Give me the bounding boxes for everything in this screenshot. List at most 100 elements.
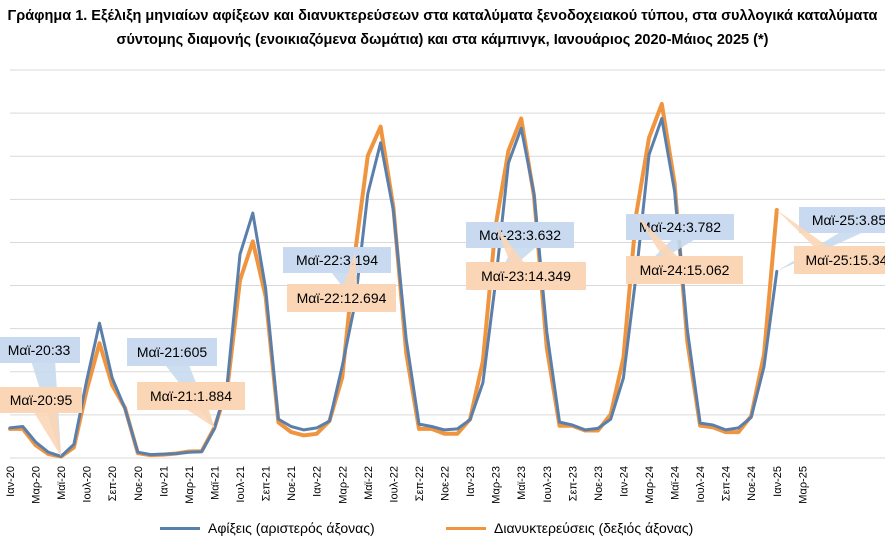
callout-label-nights: Μαϊ-23:14.349 (481, 268, 571, 284)
data-point-arrivals (686, 328, 688, 331)
data-point-arrivals (213, 428, 216, 430)
data-point-arrivals (252, 212, 254, 214)
data-point-arrivals (776, 270, 778, 272)
data-point-arrivals (111, 377, 113, 379)
data-point-arrivals (124, 407, 126, 410)
x-tick-label: Ιαν-25 (772, 466, 784, 497)
data-point-arrivals (9, 427, 11, 429)
data-point-nights (482, 360, 484, 362)
data-point-arrivals (405, 338, 407, 340)
data-point-arrivals (277, 418, 279, 420)
x-tick-label: Μαϊ-22 (363, 466, 375, 500)
callout-label-arrivals: Μαϊ-23:3.632 (479, 227, 561, 243)
data-point-nights (98, 342, 101, 344)
data-point-arrivals (137, 451, 139, 453)
data-point-arrivals (597, 427, 599, 430)
callout-pointer-nights (33, 411, 62, 457)
data-point-arrivals (661, 117, 663, 120)
data-point-nights (86, 389, 88, 391)
x-tick-label: Νοε-24 (746, 466, 758, 501)
x-tick-label: Σεπ-24 (721, 466, 733, 501)
callout-label-arrivals: Μαϊ-25:3.85 (812, 212, 885, 228)
callout-label-nights: Μαϊ-24:15.062 (640, 262, 730, 278)
data-point-nights (725, 431, 727, 433)
data-point-nights (776, 209, 778, 211)
data-point-nights (405, 352, 407, 354)
chart-title-line-2: σύντομης διαμονής (ενοικιαζόμενα δωμάτια… (116, 32, 769, 48)
callout-box-arrivals (0, 337, 80, 363)
data-point-arrivals (520, 127, 522, 129)
x-tick-label: Μαϊ-23 (516, 466, 528, 500)
x-tick-label: Ιαν-20 (5, 466, 17, 497)
x-tick-label: Μαρ-21 (184, 466, 196, 504)
x-tick-label: Μαρ-25 (797, 466, 809, 504)
data-point-arrivals (507, 162, 510, 164)
callout-label-nights: Μαϊ-22:12.694 (297, 290, 387, 306)
data-point-arrivals (380, 142, 382, 144)
data-point-nights (622, 357, 625, 359)
data-point-arrivals (750, 416, 752, 418)
data-point-arrivals (175, 453, 177, 455)
data-point-arrivals (622, 377, 625, 379)
data-point-nights (73, 446, 75, 449)
data-point-arrivals (546, 331, 548, 333)
data-point-arrivals (341, 365, 343, 367)
data-point-arrivals (712, 424, 714, 426)
x-tick-label: Μαρ-24 (644, 466, 656, 504)
data-point-nights (597, 429, 599, 432)
callout-box-nights (794, 246, 885, 274)
data-point-arrivals (418, 423, 420, 425)
data-point-arrivals (149, 454, 152, 456)
data-point-arrivals (699, 422, 701, 424)
x-tick-label: Ιουλ-24 (695, 466, 707, 503)
x-tick-label: Ιαν-24 (618, 466, 630, 497)
x-tick-label: Νοε-22 (440, 466, 452, 501)
data-point-nights (418, 428, 420, 430)
data-point-arrivals (610, 418, 612, 420)
data-point-arrivals (482, 382, 484, 384)
data-point-nights (34, 444, 37, 446)
data-point-nights (277, 421, 279, 424)
callout-box-arrivals (127, 338, 217, 366)
chart-title: Γράφημα 1. Εξέλιξη μηνιαίων αφίξεων και … (0, 4, 885, 52)
callout-pointer-nights (495, 226, 544, 288)
callout-label-arrivals: Μαϊ-24:3.782 (639, 219, 721, 235)
data-point-arrivals (763, 366, 765, 368)
data-point-arrivals (737, 427, 740, 429)
data-point-arrivals (456, 428, 458, 430)
data-point-arrivals (648, 154, 650, 156)
data-point-nights (661, 103, 663, 105)
data-point-arrivals (86, 379, 88, 381)
x-tick-label: Σεπ-23 (567, 466, 579, 501)
data-point-nights (520, 117, 522, 120)
data-point-arrivals (571, 424, 573, 426)
x-tick-label: Ιαν-21 (158, 466, 170, 497)
data-point-arrivals (303, 429, 305, 431)
data-point-arrivals (367, 193, 369, 195)
callout-box-nights (287, 284, 396, 312)
legend-nights-label: Διανυκτερεύσεις (δεξιός άξονας) (494, 520, 694, 536)
callout-label-arrivals: Μαϊ-21:605 (137, 344, 208, 360)
data-point-arrivals (98, 322, 101, 324)
chart-title-line-1: Γράφημα 1. Εξέλιξη μηνιαίων αφίξεων και … (7, 8, 878, 24)
data-point-nights (546, 347, 548, 349)
callout-box-nights (466, 262, 586, 290)
x-tick-label: Μαρ-22 (337, 466, 349, 504)
x-tick-label: Μαϊ-24 (670, 466, 682, 500)
callout-box-arrivals (466, 222, 574, 248)
data-point-arrivals (431, 425, 433, 428)
data-point-nights (290, 431, 292, 433)
callout-box-arrivals (626, 214, 734, 240)
data-point-arrivals (673, 190, 676, 192)
data-point-arrivals (47, 451, 49, 453)
callout-pointer-nights (184, 408, 215, 428)
data-point-nights (341, 376, 343, 378)
callout-label-arrivals: Μαϊ-20:33 (8, 342, 71, 358)
data-point-nights (558, 425, 561, 427)
data-point-nights (380, 125, 382, 128)
x-tick-label: Ιουλ-22 (388, 466, 400, 503)
data-point-arrivals (162, 453, 164, 455)
data-point-arrivals (22, 425, 24, 428)
data-point-nights (648, 137, 650, 139)
data-point-nights (699, 425, 701, 427)
